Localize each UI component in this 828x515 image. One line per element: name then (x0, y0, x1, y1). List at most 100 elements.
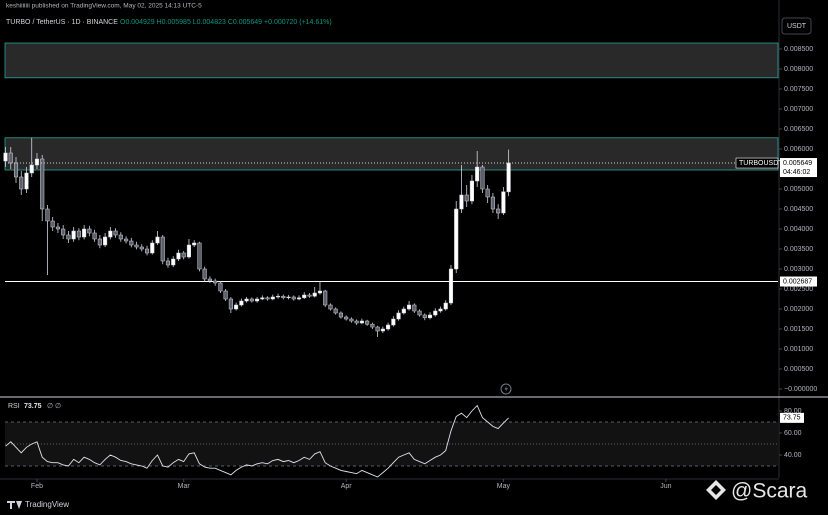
candle-body (176, 252, 181, 260)
candle-body (239, 300, 244, 306)
y-tick-label: 0.000500 (784, 366, 813, 373)
candle-body (87, 228, 92, 234)
x-tick-label: Jun (660, 483, 671, 490)
y-tick-label: 0.006500 (784, 126, 813, 133)
candle-body (422, 314, 427, 319)
symbol: TURBO / TetherUS · 1D · BINANCE (6, 19, 118, 26)
candle-body (359, 320, 364, 324)
candle-body (317, 290, 323, 294)
candle-body (433, 310, 438, 316)
candle-body (448, 268, 454, 304)
rsi-settings: ∅ ∅ (47, 403, 61, 410)
candle-body (139, 246, 144, 250)
x-tick-label: May (497, 483, 511, 490)
symbol-label-box (735, 157, 779, 169)
brand-name: TradingView (25, 500, 69, 509)
candle-body (302, 294, 307, 299)
rsi-value-label: 73.75 (783, 415, 801, 422)
candle-body (103, 236, 108, 246)
candle-body (307, 294, 312, 297)
candle-body (213, 280, 218, 284)
brand-logo (7, 501, 22, 509)
y-tick-label: 0.007500 (784, 86, 813, 93)
candle-body (218, 282, 223, 292)
y-tick-label: 0.001000 (784, 346, 813, 353)
rsi-title: RSI (8, 403, 20, 410)
candle-body (171, 258, 176, 266)
candle-body (13, 162, 19, 178)
candle-body (61, 228, 66, 236)
y-tick-label: 0.008500 (784, 46, 813, 53)
candle-body (401, 308, 406, 314)
candle-body (344, 316, 349, 320)
candle-body (380, 328, 385, 332)
candle-body (82, 228, 87, 238)
rsi-y-tick-label: 40.00 (784, 452, 802, 459)
candle-body (134, 244, 139, 248)
candle-body (375, 326, 380, 332)
candle-body (427, 314, 433, 319)
candle-body (244, 298, 249, 302)
candle-body (19, 176, 24, 190)
candle-body (255, 298, 260, 302)
candle-body (202, 268, 207, 280)
candle-body (386, 324, 391, 330)
x-tick-label: Apr (341, 483, 353, 490)
price-label-box (780, 158, 817, 178)
candle-body (76, 230, 81, 238)
candle-body (265, 297, 270, 300)
candle-body (501, 191, 506, 214)
candle-body (417, 310, 422, 316)
event-icon[interactable] (500, 383, 512, 395)
rsi-value: 73.75 (24, 403, 42, 410)
event-icon-bolt (504, 385, 508, 393)
candle-body (234, 304, 239, 310)
candle-body (155, 236, 160, 244)
candle-body (506, 162, 511, 193)
candle-body (249, 298, 254, 302)
candle-body (3, 152, 8, 162)
candle-body (333, 308, 338, 314)
candle-body (50, 220, 55, 228)
candle-body (464, 194, 469, 202)
candle-body (207, 278, 212, 282)
watermark-logo (706, 480, 726, 500)
y-tick-label: 0.008000 (784, 66, 813, 73)
author-line: keshiiiiiii published on TradingView.com… (6, 3, 202, 10)
candle-body (323, 290, 328, 306)
ohlc-legend: O0.004929 H0.005985 L0.004823 C0.005649 … (120, 19, 332, 26)
y-tick-label: 0.007000 (784, 106, 813, 113)
candle-body (108, 230, 113, 238)
candle-body (118, 234, 123, 240)
candle-body (370, 323, 375, 328)
candle-body (181, 252, 186, 258)
symbol-label: TURBOUSDT (739, 160, 783, 167)
candle-body (328, 304, 333, 310)
candle-body (338, 312, 343, 318)
y-tick-label: 0.002500 (784, 286, 813, 293)
rsi-y-tick-label: 60.00 (784, 430, 802, 437)
y-tick-label: 0.003000 (784, 266, 813, 273)
candle-body (480, 166, 485, 190)
candle-body (192, 242, 197, 246)
candle-body (281, 295, 286, 299)
price-label: 0.005649 (783, 160, 812, 167)
y-tick-label: 0.006000 (784, 146, 813, 153)
candle-body (197, 242, 202, 270)
y-tick-label: 0.004000 (784, 226, 813, 233)
candle-body (55, 226, 60, 230)
rsi-band (5, 421, 778, 467)
candle-body (412, 304, 417, 312)
candle-body (396, 312, 401, 320)
candle-body (113, 230, 118, 236)
candle-body (349, 318, 354, 322)
candle-body (354, 320, 359, 324)
candle-body (66, 234, 71, 240)
candle-body (286, 296, 291, 299)
level-label-box (780, 276, 817, 287)
candle-body (8, 152, 13, 164)
currency-button[interactable] (781, 17, 812, 35)
rsi-value-box (780, 412, 804, 423)
x-tick-label: Feb (31, 483, 43, 490)
